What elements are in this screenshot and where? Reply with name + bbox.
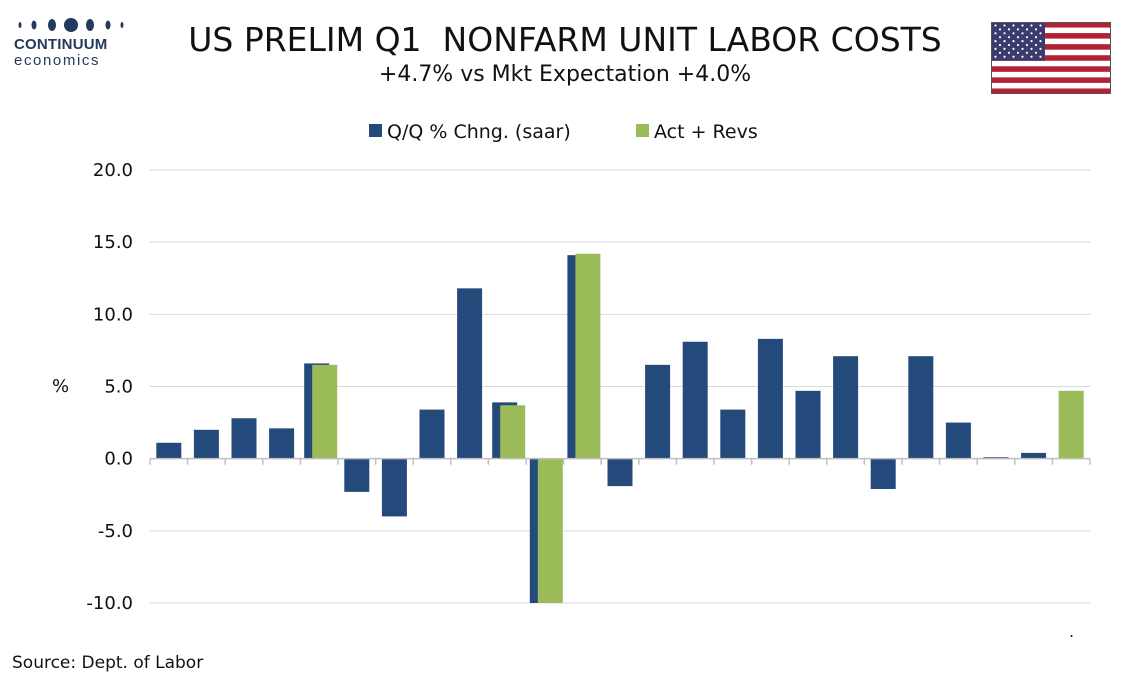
bar-qq-change [908, 356, 934, 459]
x-axis [149, 457, 1091, 465]
bar-act-revs [575, 253, 601, 459]
y-tick-label: 10.0 [93, 304, 133, 325]
chart-title: US PRELIM Q1 NONFARM UNIT LABOR COSTS [188, 20, 942, 59]
bar-qq-change [381, 458, 407, 517]
bar-qq-change [1021, 452, 1047, 459]
footnote-mark: . [1069, 622, 1075, 641]
y-axis-label: % [52, 376, 69, 397]
y-tick-label: 0.0 [104, 449, 133, 470]
bar-act-revs [1058, 390, 1084, 459]
logo-subtitle: economics [14, 52, 101, 69]
legend-label-series-2: Act + Revs [654, 121, 758, 143]
y-tick-label: 5.0 [104, 377, 133, 398]
legend: Q/Q % Chng. (saar) Act + Revs [369, 121, 758, 143]
logo-dots-icon [18, 18, 124, 32]
bar-qq-change [795, 390, 821, 459]
continuum-logo: CONTINUUM economics [14, 16, 132, 69]
bar-qq-change [720, 409, 746, 459]
y-tick-label: -10.0 [86, 593, 133, 614]
bar-qq-change [457, 288, 483, 459]
legend-swatch-series-2 [636, 124, 649, 137]
bar-qq-change [757, 338, 783, 459]
legend-swatch-series-1 [369, 124, 382, 137]
bar-qq-change [419, 409, 445, 459]
bars [156, 253, 1084, 603]
bar-act-revs [537, 458, 563, 603]
legend-label-series-1: Q/Q % Chng. (saar) [387, 121, 571, 143]
y-tick-label: 20.0 [93, 160, 133, 181]
logo-wordmark: CONTINUUM [14, 36, 108, 53]
bar-qq-change [231, 418, 257, 459]
bar-qq-change [344, 458, 370, 492]
bar-qq-change [269, 428, 295, 459]
bar-qq-change [156, 442, 182, 459]
bar-act-revs [312, 364, 338, 459]
y-tick-label: 15.0 [93, 232, 133, 253]
gridlines [150, 169, 1090, 604]
bar-qq-change [193, 429, 219, 459]
y-tick-label: -5.0 [98, 521, 133, 542]
us-flag-icon [990, 21, 1112, 98]
chart-subtitle: +4.7% vs Mkt Expectation +4.0% [378, 62, 752, 87]
bar-act-revs [500, 405, 526, 459]
y-axis-ticks: 20.0 15.0 10.0 5.0 0.0 -5.0 -10.0 [86, 160, 133, 614]
bar-qq-change [945, 422, 971, 459]
bar-qq-change [870, 458, 896, 489]
bar-qq-change [607, 458, 633, 487]
bar-qq-change [833, 356, 859, 459]
source-note: Source: Dept. of Labor [12, 653, 204, 673]
bar-qq-change [682, 341, 708, 459]
bar-qq-change [645, 364, 671, 459]
